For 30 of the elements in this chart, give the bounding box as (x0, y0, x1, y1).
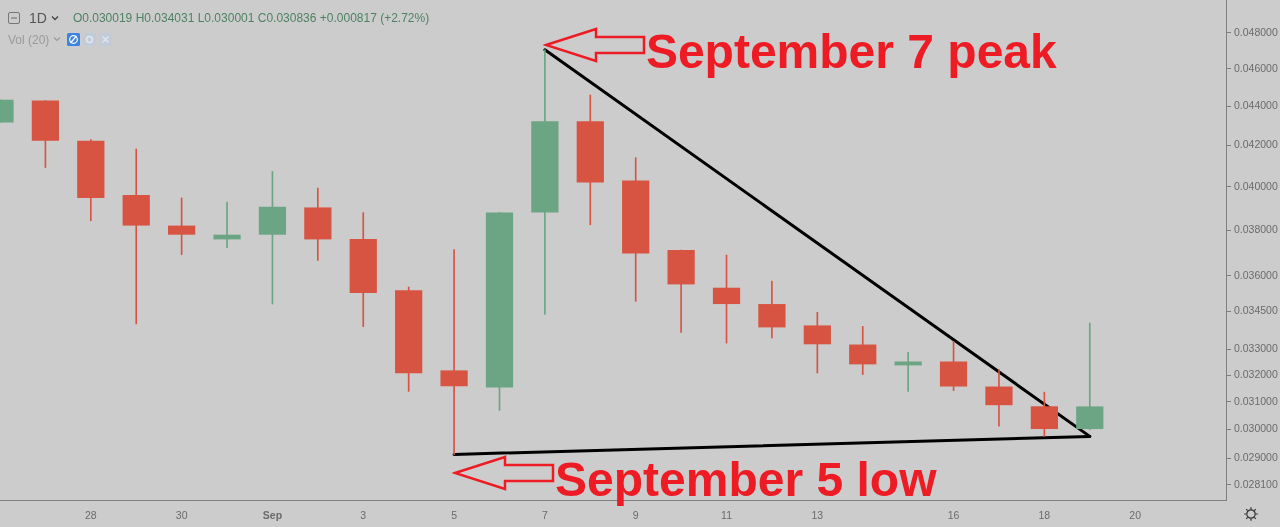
annotation: September 5 low (555, 453, 938, 507)
x-tick-label: 3 (360, 509, 367, 522)
y-tick-label: 0.030000 (1234, 422, 1278, 435)
y-tick-label: 0.036000 (1234, 268, 1278, 281)
x-tick-label: Sep (262, 509, 283, 522)
x-tick-label: 5 (451, 509, 458, 522)
x-tick-label: 13 (811, 509, 824, 522)
text: O0.030019 H0.034031 L0.030001 C0.030836 +0.000817 (+2.72%) (72, 11, 430, 25)
y-tick-label: 0.034500 (1234, 304, 1278, 317)
x-tick-label: 9 (632, 509, 639, 522)
y-tick-label: 0.046000 (1234, 61, 1278, 74)
text: 1D (29, 10, 47, 26)
x-tick-label: 28 (84, 509, 97, 522)
y-tick-label: 0.048000 (1234, 25, 1278, 38)
y-tick-label: 0.032000 (1234, 368, 1278, 380)
x-tick-label: 16 (947, 509, 960, 522)
x-tick-label: 20 (1129, 509, 1142, 522)
x-tick-label: 7 (541, 509, 548, 522)
y-tick-label: 0.028100 (1234, 477, 1278, 490)
x-tick-label: 30 (175, 509, 188, 522)
annotation: September 7 peak (645, 24, 1058, 78)
y-tick-label: 0.042000 (1234, 138, 1278, 151)
y-tick-label: 0.033000 (1234, 342, 1278, 355)
y-tick-label: 0.038000 (1234, 222, 1278, 235)
x-tick-label: 18 (1038, 509, 1051, 522)
y-tick-label: 0.044000 (1234, 99, 1278, 112)
y-tick-label: 0.040000 (1234, 179, 1278, 192)
x-tick-label: 11 (721, 509, 733, 522)
y-tick-label: 0.029000 (1234, 451, 1278, 464)
y-tick-label: 0.031000 (1234, 394, 1278, 407)
